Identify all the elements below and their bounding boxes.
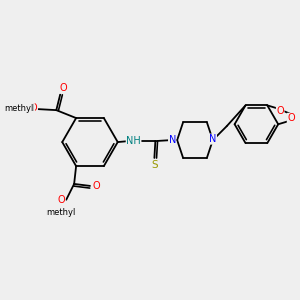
Text: NH: NH <box>126 136 141 146</box>
Text: O: O <box>92 181 100 191</box>
Text: O: O <box>30 103 37 113</box>
Text: methyl: methyl <box>4 103 33 112</box>
Text: methyl: methyl <box>46 208 76 217</box>
Text: methyl: methyl <box>45 208 77 217</box>
Text: O: O <box>287 113 295 123</box>
Text: O: O <box>57 195 65 205</box>
Text: methyl: methyl <box>3 103 35 112</box>
Text: N: N <box>209 134 217 144</box>
Text: O: O <box>276 106 284 116</box>
Text: S: S <box>151 160 158 170</box>
Text: O: O <box>59 83 67 93</box>
Text: N: N <box>169 135 176 145</box>
